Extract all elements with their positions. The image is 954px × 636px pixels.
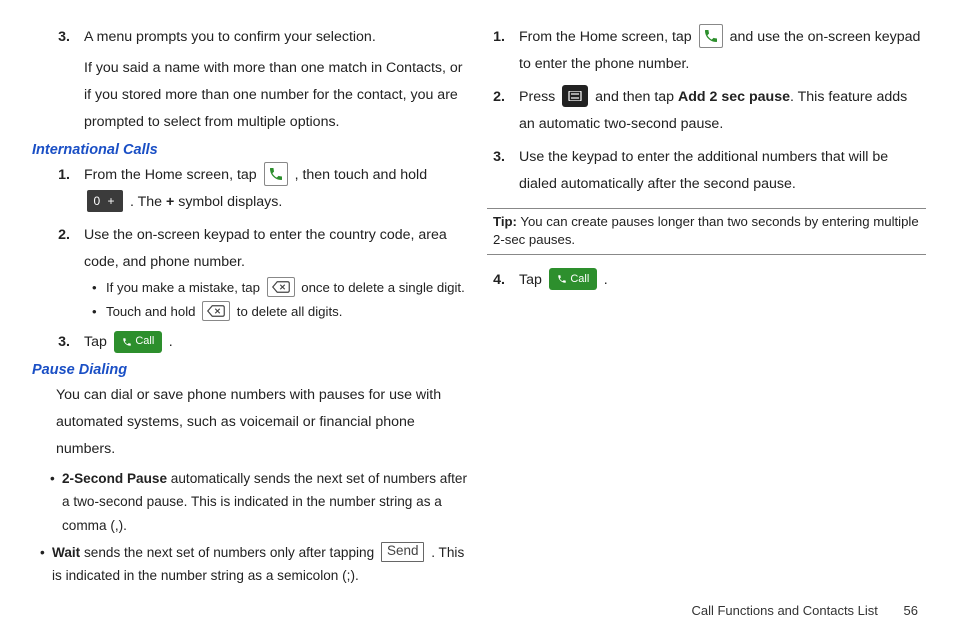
text: . [604, 272, 608, 288]
step-number: 3. [52, 24, 84, 136]
bullet-dot: • [50, 467, 62, 536]
bullet-body: Wait sends the next set of numbers only … [52, 541, 467, 587]
text-strong: 2-Second Pause [62, 471, 167, 486]
right-step-1: 1. From the Home screen, tap and use the… [487, 24, 926, 78]
step-body: From the Home screen, tap and use the on… [519, 24, 926, 78]
intl-step-3: 3. Tap Call . [52, 329, 467, 356]
pause-intro: You can dial or save phone numbers with … [56, 382, 459, 463]
sub-bullets: • If you make a mistake, tap once to del… [92, 276, 467, 324]
step-number: 2. [52, 222, 84, 324]
text: Touch and hold [106, 304, 199, 319]
step-body: Tap Call . [519, 267, 926, 294]
intl-step-2: 2. Use the on-screen keypad to enter the… [52, 222, 467, 324]
sub-bullet: • Touch and hold to delete all digits. [92, 300, 467, 324]
text: Tap [84, 334, 111, 350]
text: If you make a mistake, tap [106, 280, 264, 295]
step-number: 3. [52, 329, 84, 356]
page-footer: Call Functions and Contacts List 56 [691, 603, 918, 618]
right-step-4: 4. Tap Call . [487, 267, 926, 294]
text-strong: Wait [52, 545, 80, 560]
step-para2: If you said a name with more than one ma… [84, 55, 467, 136]
call-label: Call [570, 269, 589, 290]
text: , then touch and hold [295, 167, 428, 183]
call-label: Call [135, 331, 154, 352]
step-number: 3. [487, 144, 519, 198]
bullet-dot: • [92, 300, 106, 324]
step-number: 1. [487, 24, 519, 78]
text: to delete all digits. [237, 304, 343, 319]
step-number: 1. [52, 162, 84, 216]
text: Press [519, 89, 559, 105]
text: symbol displays. [174, 194, 282, 210]
menu-icon [562, 85, 588, 107]
intl-step-1: 1. From the Home screen, tap , then touc… [52, 162, 467, 216]
text: From the Home screen, tap [519, 29, 696, 45]
step-body: Press and then tap Add 2 sec pause. This… [519, 84, 926, 138]
pause-bullet-2: • Wait sends the next set of numbers onl… [40, 541, 467, 587]
footer-page-number: 56 [904, 603, 918, 618]
step-body: A menu prompts you to confirm your selec… [84, 24, 467, 136]
bullet-dot: • [40, 541, 52, 587]
tip-text: You can create pauses longer than two se… [493, 214, 919, 247]
pause-bullet-1: • 2-Second Pause automatically sends the… [50, 467, 467, 536]
tip-box: Tip: You can create pauses longer than t… [487, 208, 926, 255]
step-number: 2. [487, 84, 519, 138]
left-column: 3. A menu prompts you to confirm your se… [28, 24, 467, 618]
bullet-body: Touch and hold to delete all digits. [106, 300, 342, 324]
step-text: A menu prompts you to confirm your selec… [84, 24, 467, 51]
left-step-3: 3. A menu prompts you to confirm your se… [52, 24, 467, 136]
pause-bullets: • 2-Second Pause automatically sends the… [50, 467, 467, 587]
right-column: 1. From the Home screen, tap and use the… [487, 24, 926, 618]
right-step-2: 2. Press and then tap Add 2 sec pause. T… [487, 84, 926, 138]
footer-section: Call Functions and Contacts List [691, 603, 877, 618]
call-button-icon: Call [114, 331, 162, 353]
phone-icon [264, 162, 288, 186]
step-body: Use the on-screen keypad to enter the co… [84, 222, 467, 324]
right-step-3: 3. Use the keypad to enter the additiona… [487, 144, 926, 198]
text: Tap [519, 272, 546, 288]
zero-plus-key-icon: 0 + [87, 190, 123, 212]
step-body: From the Home screen, tap , then touch a… [84, 162, 467, 216]
text-strong: Add 2 sec pause [678, 89, 790, 105]
heading-pause-dialing: Pause Dialing [32, 362, 467, 378]
text: . The [130, 194, 166, 210]
sub-bullet: • If you make a mistake, tap once to del… [92, 276, 467, 300]
send-button-icon: Send [381, 542, 425, 562]
step-body: Use the keypad to enter the additional n… [519, 144, 926, 198]
call-button-icon: Call [549, 268, 597, 290]
text: From the Home screen, tap [84, 167, 261, 183]
delete-icon [202, 301, 230, 321]
tip-label: Tip: [493, 214, 517, 229]
text: sends the next set of numbers only after… [80, 545, 378, 560]
step-number: 4. [487, 267, 519, 294]
text: and then tap [595, 89, 678, 105]
bullet-body: If you make a mistake, tap once to delet… [106, 276, 465, 300]
delete-icon [267, 277, 295, 297]
text: once to delete a single digit. [301, 280, 465, 295]
bullet-body: 2-Second Pause automatically sends the n… [62, 467, 467, 536]
bullet-dot: • [92, 276, 106, 300]
phone-icon [699, 24, 723, 48]
step-text: Use the on-screen keypad to enter the co… [84, 222, 467, 276]
heading-international-calls: International Calls [32, 142, 467, 158]
step-body: Tap Call . [84, 329, 467, 356]
page-root: 3. A menu prompts you to confirm your se… [0, 0, 954, 636]
text: . [169, 334, 173, 350]
